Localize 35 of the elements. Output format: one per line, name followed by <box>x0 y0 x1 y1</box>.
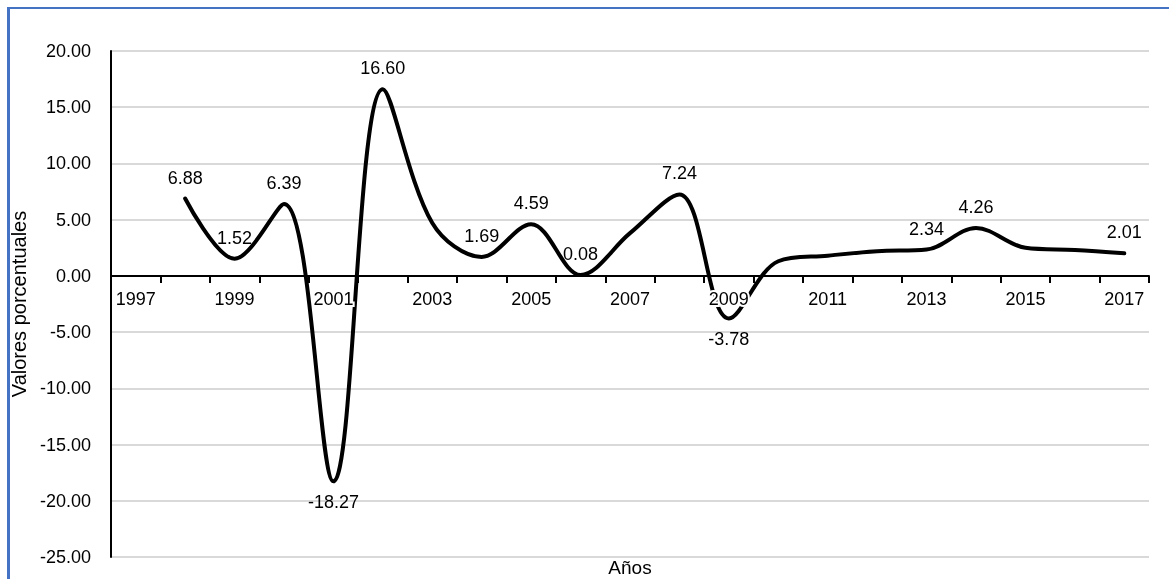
data-label: 2.01 <box>1106 222 1142 243</box>
x-tick-label: 2011 <box>808 288 848 309</box>
y-axis-title: Valores porcentuales <box>8 210 31 398</box>
x-tick-label: 2013 <box>906 288 947 309</box>
y-tick-label: -25.00 <box>39 547 91 567</box>
x-tick-label: 1997 <box>115 288 156 309</box>
y-tick-label: -10.00 <box>39 378 91 399</box>
y-tick-label: -20.00 <box>39 490 91 511</box>
data-label: 1.52 <box>217 227 253 248</box>
data-label: 6.88 <box>167 167 203 188</box>
y-tick-label: -15.00 <box>39 434 91 455</box>
y-tick-label: 15.00 <box>45 97 91 118</box>
data-label: -18.27 <box>307 492 359 513</box>
x-tick-label: 2015 <box>1005 288 1046 309</box>
y-tick-label: -5.00 <box>49 322 91 343</box>
x-tick-label: 1999 <box>214 288 255 309</box>
x-tick-label: 2003 <box>412 288 453 309</box>
data-label: 7.24 <box>661 163 697 184</box>
y-tick-label: 5.00 <box>55 209 91 230</box>
x-tick-label: 2007 <box>609 288 651 309</box>
y-tick-label: 0.00 <box>55 265 91 286</box>
data-label: -3.78 <box>708 329 750 350</box>
y-tick-label: 10.00 <box>45 153 91 174</box>
x-tick-label: 2001 <box>313 288 354 309</box>
data-label: 16.60 <box>360 58 406 79</box>
x-axis-title: Años <box>608 557 652 578</box>
data-label: 4.26 <box>958 196 994 217</box>
y-tick-label: 20.00 <box>45 41 91 61</box>
data-label: 1.69 <box>464 225 500 246</box>
x-tick-label: 2017 <box>1104 288 1145 309</box>
data-label: 4.59 <box>513 193 549 214</box>
data-label: 6.39 <box>266 173 302 194</box>
data-label: 0.08 <box>563 243 599 264</box>
x-tick-label: 2005 <box>511 288 552 309</box>
data-label: 2.34 <box>909 218 945 239</box>
